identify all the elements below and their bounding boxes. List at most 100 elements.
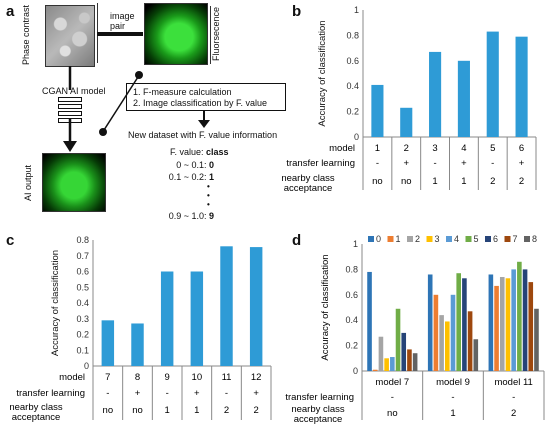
ai-output-image xyxy=(42,153,106,212)
transfer-value: - xyxy=(491,158,494,169)
y-tick-label: 0.4 xyxy=(76,298,89,308)
bar xyxy=(160,271,174,366)
category-label: 9 xyxy=(165,372,170,383)
nearby-value: no xyxy=(103,405,114,416)
legend-swatch xyxy=(387,236,394,242)
legend-label: 2 xyxy=(415,234,420,244)
transfer-value: - xyxy=(376,158,379,169)
transfer-value: + xyxy=(519,158,525,169)
bar xyxy=(433,294,439,371)
nearby-value: 2 xyxy=(511,408,516,419)
bar xyxy=(517,261,522,371)
class-header-text: class xyxy=(206,147,229,157)
y-tick-label: 0.1 xyxy=(76,345,89,355)
bar xyxy=(522,269,528,371)
y-tick-label: 0.5 xyxy=(76,282,89,292)
legend-label: 7 xyxy=(513,234,518,244)
mapping-class: 1 xyxy=(208,172,214,182)
bar xyxy=(515,36,528,137)
nearby-value: no xyxy=(372,176,383,187)
category-label: 6 xyxy=(519,143,524,154)
step-2: 2. Image classification by F. value xyxy=(133,98,268,108)
legend-label: 4 xyxy=(454,234,459,244)
row-label-transfer: transfer learning xyxy=(16,388,85,399)
category-label: 8 xyxy=(135,372,140,383)
bar xyxy=(534,308,539,371)
y-tick-label: 0.8 xyxy=(346,30,359,40)
panel-label-a: a xyxy=(6,3,15,20)
new-dataset-label: New dataset with F. value information xyxy=(128,130,278,140)
bar xyxy=(372,369,378,371)
row-label-nearby: nearby class xyxy=(9,402,63,413)
category-label: model 11 xyxy=(494,377,532,388)
category-label: 11 xyxy=(222,372,232,383)
bar xyxy=(486,31,499,138)
category-label: 4 xyxy=(461,143,466,154)
bar xyxy=(412,353,418,371)
transfer-value: - xyxy=(433,158,436,169)
bar xyxy=(401,332,407,371)
transfer-value: + xyxy=(461,158,467,169)
nearby-value: no xyxy=(387,408,398,419)
mapping-class: 9 xyxy=(208,211,214,221)
transfer-value: + xyxy=(194,388,200,399)
bar xyxy=(488,274,494,371)
row-label-model: model xyxy=(59,372,85,383)
bar xyxy=(190,271,204,366)
transfer-value: - xyxy=(391,392,394,403)
bar xyxy=(456,273,461,371)
y-tick-label: 0.8 xyxy=(345,264,358,274)
legend-label: 3 xyxy=(435,234,440,244)
y-tick-label: 0.6 xyxy=(346,56,359,66)
panel-a-arrows xyxy=(63,66,210,152)
bar xyxy=(249,247,263,366)
bar xyxy=(390,357,395,371)
y-tick-label: 0.3 xyxy=(76,314,89,324)
y-tick-label: 0 xyxy=(353,366,358,376)
nearby-value: 1 xyxy=(194,405,199,416)
bar xyxy=(439,315,444,371)
transfer-value: + xyxy=(253,388,259,399)
legend-swatch xyxy=(465,236,472,242)
legend-label: 1 xyxy=(396,234,401,244)
row-label-nearby: nearby class xyxy=(281,173,335,184)
y-tick-label: 0.7 xyxy=(76,251,89,261)
nearby-value: 1 xyxy=(432,176,437,187)
bar xyxy=(505,278,511,371)
mapping-range: 0 ~ 0.1: xyxy=(176,160,207,170)
legend-swatch xyxy=(368,236,374,242)
category-label: 5 xyxy=(490,143,495,154)
process-box: 1. F-measure calculation 2. Image classi… xyxy=(126,83,286,111)
step-1: 1. F-measure calculation xyxy=(133,87,232,97)
transfer-value: - xyxy=(166,388,169,399)
mapping-range: 0.1 ~ 0.2: xyxy=(168,172,207,182)
fluorescence-image xyxy=(144,3,208,65)
y-tick-label: 1 xyxy=(354,5,359,15)
y-tick-label: 0.6 xyxy=(345,290,358,300)
mapping-row-1: 0.1 ~ 0.2: 1 xyxy=(162,172,214,182)
transfer-value: + xyxy=(135,388,141,399)
bar xyxy=(400,107,413,137)
bar xyxy=(450,294,456,371)
transfer-value: - xyxy=(451,392,454,403)
category-label: 12 xyxy=(251,372,262,383)
y-tick-label: 1 xyxy=(353,239,358,249)
ai-model-label: CGAN AI model xyxy=(42,86,106,96)
panel-label-c: c xyxy=(6,232,15,249)
category-label: 3 xyxy=(432,143,437,154)
category-label: model 9 xyxy=(436,377,470,388)
chart-b: 0 0.2 0.4 0.6 0.8 1 Accuracy of classification… xyxy=(281,5,537,194)
bar xyxy=(445,321,450,371)
y-tick-label: 0.2 xyxy=(346,107,359,117)
y-tick-label: 0.6 xyxy=(76,267,89,277)
nearby-value: 1 xyxy=(165,405,170,416)
bar xyxy=(371,84,384,137)
legend-label: 8 xyxy=(532,234,537,244)
category-label: 2 xyxy=(404,143,409,154)
bar xyxy=(131,323,144,366)
bar xyxy=(499,277,505,371)
category-label: model 7 xyxy=(375,377,409,388)
bar xyxy=(457,60,470,137)
nearby-value: no xyxy=(401,176,412,187)
y-tick-label: 0.2 xyxy=(345,341,358,351)
